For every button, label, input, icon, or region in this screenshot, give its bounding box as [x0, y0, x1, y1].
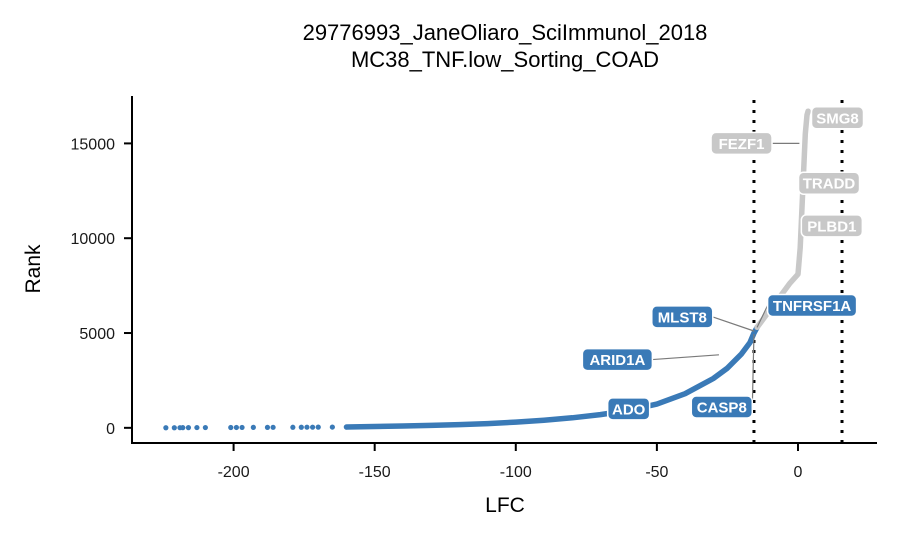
data-point [239, 424, 245, 431]
gene-label-text: TRADD [803, 176, 856, 193]
data-point [180, 425, 186, 431]
data-point [264, 424, 271, 430]
gene-label-box [690, 395, 754, 419]
chart-title: 29776993_JaneOliaro_SciImmunol_2018 [303, 20, 708, 45]
y-axis-ticks: 0 5000 10000 15000 [71, 136, 132, 438]
data-point [290, 424, 296, 430]
y-axis-title: Rank [22, 244, 45, 294]
x-tick-label: -200 [218, 464, 250, 481]
threshold-lines [752, 100, 844, 443]
y-tick-label: 15000 [71, 136, 116, 153]
data-point [310, 424, 316, 430]
gene-label: MLST8 [651, 305, 714, 329]
gene-label-text: ARID1A [589, 352, 645, 369]
data-point [228, 424, 234, 431]
data-point [304, 424, 310, 430]
y-tick-label: 10000 [71, 231, 116, 248]
label-connector [712, 316, 755, 332]
gene-label-box [651, 305, 714, 329]
data-point [202, 424, 208, 431]
label-connector [751, 333, 755, 407]
gene-label: CASP8 [690, 395, 754, 419]
data-point [298, 424, 304, 430]
gene-label-text: MLST8 [658, 309, 707, 326]
chart-subtitle: MC38_TNF.low_Sorting_COAD [351, 47, 659, 72]
y-tick-label: 5000 [79, 326, 115, 343]
data-point [233, 424, 240, 431]
gene-label: PLBD1 [800, 214, 864, 238]
gene-label: SMG8 [810, 106, 865, 130]
gene-label: ARID1A [581, 347, 654, 372]
data-point [163, 425, 169, 431]
gene-label-box [797, 171, 861, 195]
x-tick-label: -50 [645, 464, 668, 481]
data-point [171, 425, 177, 431]
gene-label-box [800, 214, 864, 238]
gene-label-text: TNFRSF1A [773, 298, 852, 315]
gene-label-box [606, 397, 651, 421]
gene-label-text: FEZF1 [719, 136, 765, 153]
data-point [194, 424, 200, 431]
x-tick-label: 0 [794, 464, 803, 481]
gene-label-text: ADO [612, 401, 646, 418]
data-points [163, 108, 811, 431]
x-tick-label: -100 [500, 464, 532, 481]
gene-label-text: PLBD1 [807, 218, 856, 235]
label-connector [756, 305, 769, 328]
gene-labels: SMG8 FEZF1 TRADD PLBD1 TNFRSF1A MLST8 ARID1A CA… [581, 106, 865, 421]
data-point [185, 425, 192, 431]
gene-label-box [766, 293, 858, 318]
label-connectors [652, 142, 800, 407]
gene-label: TRADD [797, 171, 861, 195]
gene-label-box [810, 106, 865, 130]
gene-label: TNFRSF1A [766, 293, 858, 318]
gene-label-text: CASP8 [697, 399, 747, 416]
data-point [270, 424, 276, 430]
data-point [329, 424, 335, 430]
y-tick-label: 0 [106, 421, 115, 438]
plot-area: SMG8 FEZF1 TRADD PLBD1 TNFRSF1A MLST8 ARID1A CA… [163, 100, 865, 443]
gene-label-box [581, 347, 654, 372]
gene-label-box [710, 131, 773, 156]
data-point [250, 424, 256, 430]
data-point [315, 424, 321, 430]
gene-label: FEZF1 [710, 131, 773, 156]
depleted-curve [343, 324, 760, 430]
x-axis-ticks: -200 -150 -100 -50 0 [218, 443, 803, 481]
gene-label: ADO [606, 397, 651, 421]
gene-label-text: SMG8 [816, 110, 859, 127]
x-tick-label: -150 [359, 464, 391, 481]
label-connector [652, 354, 720, 361]
x-axis-title: LFC [485, 494, 525, 517]
